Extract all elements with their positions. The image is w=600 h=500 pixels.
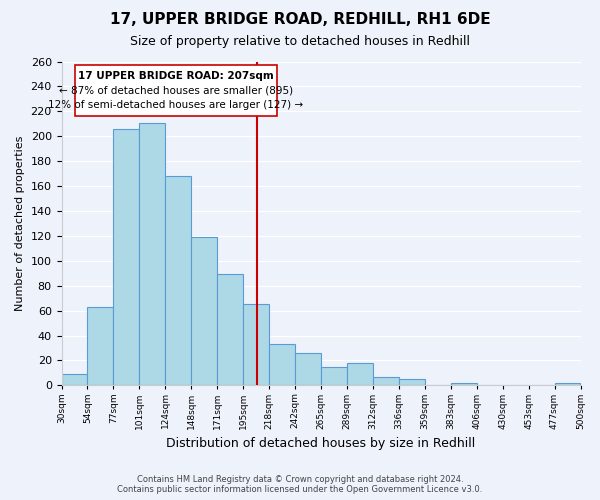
Bar xyxy=(554,383,580,386)
Text: 12% of semi-detached houses are larger (127) →: 12% of semi-detached houses are larger (… xyxy=(48,100,303,110)
Text: ← 87% of detached houses are smaller (895): ← 87% of detached houses are smaller (89… xyxy=(59,86,293,96)
Bar xyxy=(217,274,243,386)
Bar xyxy=(243,304,269,386)
Text: 17, UPPER BRIDGE ROAD, REDHILL, RH1 6DE: 17, UPPER BRIDGE ROAD, REDHILL, RH1 6DE xyxy=(110,12,490,28)
Text: Size of property relative to detached houses in Redhill: Size of property relative to detached ho… xyxy=(130,35,470,48)
Text: Contains public sector information licensed under the Open Government Licence v3: Contains public sector information licen… xyxy=(118,485,482,494)
Bar xyxy=(451,383,477,386)
Bar xyxy=(295,353,321,386)
Bar xyxy=(62,374,88,386)
Bar xyxy=(269,344,295,386)
Bar xyxy=(88,307,113,386)
X-axis label: Distribution of detached houses by size in Redhill: Distribution of detached houses by size … xyxy=(166,437,476,450)
Bar xyxy=(113,129,139,386)
Bar xyxy=(166,176,191,386)
Text: 17 UPPER BRIDGE ROAD: 207sqm: 17 UPPER BRIDGE ROAD: 207sqm xyxy=(78,72,274,82)
Bar xyxy=(139,122,166,386)
Bar xyxy=(191,237,217,386)
FancyBboxPatch shape xyxy=(74,65,277,116)
Y-axis label: Number of detached properties: Number of detached properties xyxy=(15,136,25,311)
Bar xyxy=(399,379,425,386)
Text: Contains HM Land Registry data © Crown copyright and database right 2024.: Contains HM Land Registry data © Crown c… xyxy=(137,474,463,484)
Bar xyxy=(321,366,347,386)
Bar xyxy=(373,376,399,386)
Bar xyxy=(347,363,373,386)
